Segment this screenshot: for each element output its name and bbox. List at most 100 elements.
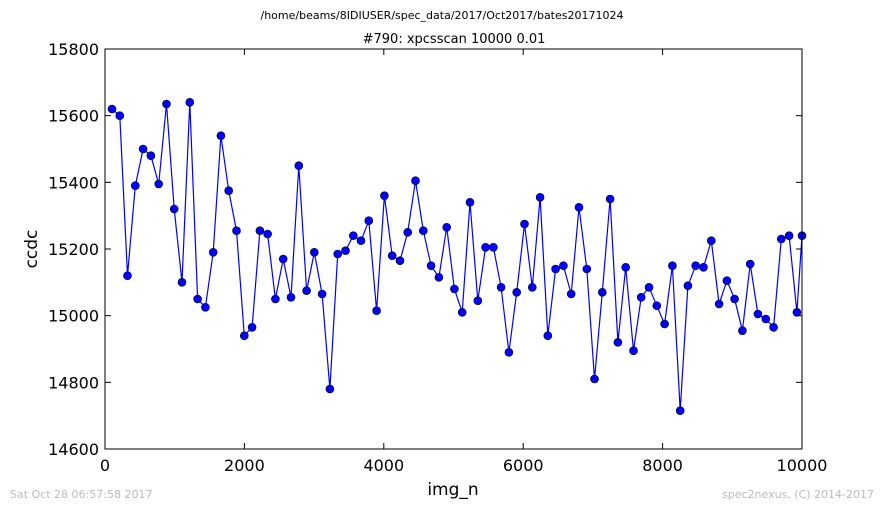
data-point [309, 248, 319, 257]
data-point [590, 374, 599, 384]
data-point [792, 307, 802, 317]
data-point [668, 261, 677, 271]
data-point [543, 331, 553, 341]
x-tick-label: 2000 [224, 456, 265, 475]
data-point [162, 99, 171, 109]
data-point [784, 231, 794, 240]
data-point [566, 289, 576, 299]
data-point [753, 309, 763, 319]
data-point [496, 282, 506, 292]
data-point [341, 246, 350, 255]
data-point [201, 302, 210, 312]
y-tick-label: 15000 [48, 307, 99, 326]
data-point [722, 276, 732, 286]
data-point [411, 176, 420, 185]
data-point [115, 111, 125, 120]
data-point [636, 292, 646, 302]
data-point [395, 256, 405, 266]
data-point [380, 191, 389, 200]
plot-area [107, 98, 807, 416]
data-point [403, 228, 413, 237]
data-point [138, 144, 148, 154]
data-point [442, 223, 452, 232]
data-point [745, 259, 755, 269]
y-tick-label: 15400 [48, 173, 99, 192]
data-point [247, 322, 257, 332]
data-point [489, 243, 498, 252]
x-axis: 0 2000 4000 6000 8000 10000 [100, 49, 828, 475]
data-point [325, 384, 335, 394]
x-tick-label: 8000 [642, 456, 683, 475]
data-point [169, 204, 179, 214]
data-point [123, 271, 132, 281]
data-point [107, 104, 117, 114]
data-point [457, 307, 467, 317]
path-title: /home/beams/8IDIUSER/spec_data/2017/Oct2… [261, 9, 624, 22]
data-point [286, 292, 296, 302]
data-point [621, 262, 631, 272]
data-point [271, 294, 280, 304]
x-tick-label: 4000 [363, 456, 404, 475]
data-point [131, 181, 140, 190]
data-point [224, 186, 233, 195]
data-point [387, 251, 397, 260]
x-tick-label: 0 [100, 456, 110, 475]
data-point [255, 226, 265, 235]
footer-timestamp: Sat Oct 28 06:57:58 2017 [10, 488, 152, 501]
data-point [216, 131, 226, 140]
data-point [582, 264, 592, 274]
footer-credit: spec2nexus, (C) 2014-2017 [722, 488, 874, 501]
data-point [208, 248, 218, 257]
data-point [426, 261, 436, 271]
y-tick-label: 14600 [48, 440, 99, 459]
data-point [551, 264, 560, 274]
data-point [185, 98, 195, 107]
x-tick-label: 10000 [777, 456, 828, 475]
series-line [111, 102, 803, 411]
data-point [154, 179, 163, 189]
y-axis: 14600 14800 15000 15200 15400 15600 15800 [48, 40, 802, 459]
data-point [776, 234, 786, 244]
data-point [535, 193, 545, 202]
data-point [263, 229, 272, 239]
data-point [613, 337, 623, 347]
data-point [348, 231, 358, 240]
y-tick-label: 14800 [48, 373, 99, 392]
y-tick-label: 15600 [48, 107, 99, 126]
data-point [730, 294, 739, 304]
data-point [356, 236, 366, 245]
plot-frame [104, 48, 803, 450]
y-tick-label: 15800 [48, 40, 99, 59]
data-point [364, 216, 374, 225]
data-point [699, 262, 708, 272]
data-point [465, 198, 475, 207]
data-point [629, 346, 638, 356]
data-point [240, 331, 249, 341]
data-point [559, 261, 568, 271]
data-point [294, 161, 304, 170]
data-point [302, 286, 311, 296]
data-point [372, 306, 381, 316]
data-point [232, 226, 241, 235]
data-point [675, 406, 685, 416]
data-point [660, 319, 669, 329]
data-point [644, 282, 654, 292]
data-point [605, 194, 615, 204]
data-point [769, 322, 778, 332]
data-point [527, 282, 537, 292]
data-point [512, 287, 522, 297]
data-point [520, 219, 529, 229]
data-point [193, 294, 202, 304]
data-point [683, 281, 693, 291]
data-point [418, 226, 428, 235]
data-point [714, 299, 724, 309]
data-point [481, 243, 490, 252]
data-point [434, 272, 444, 282]
data-point [450, 284, 459, 294]
data-point [317, 289, 327, 299]
chart-title: #790: xpcsscan 10000 0.01 [363, 32, 546, 47]
x-axis-label: img_n [427, 480, 478, 500]
data-point [738, 326, 747, 336]
data-point [504, 347, 514, 357]
